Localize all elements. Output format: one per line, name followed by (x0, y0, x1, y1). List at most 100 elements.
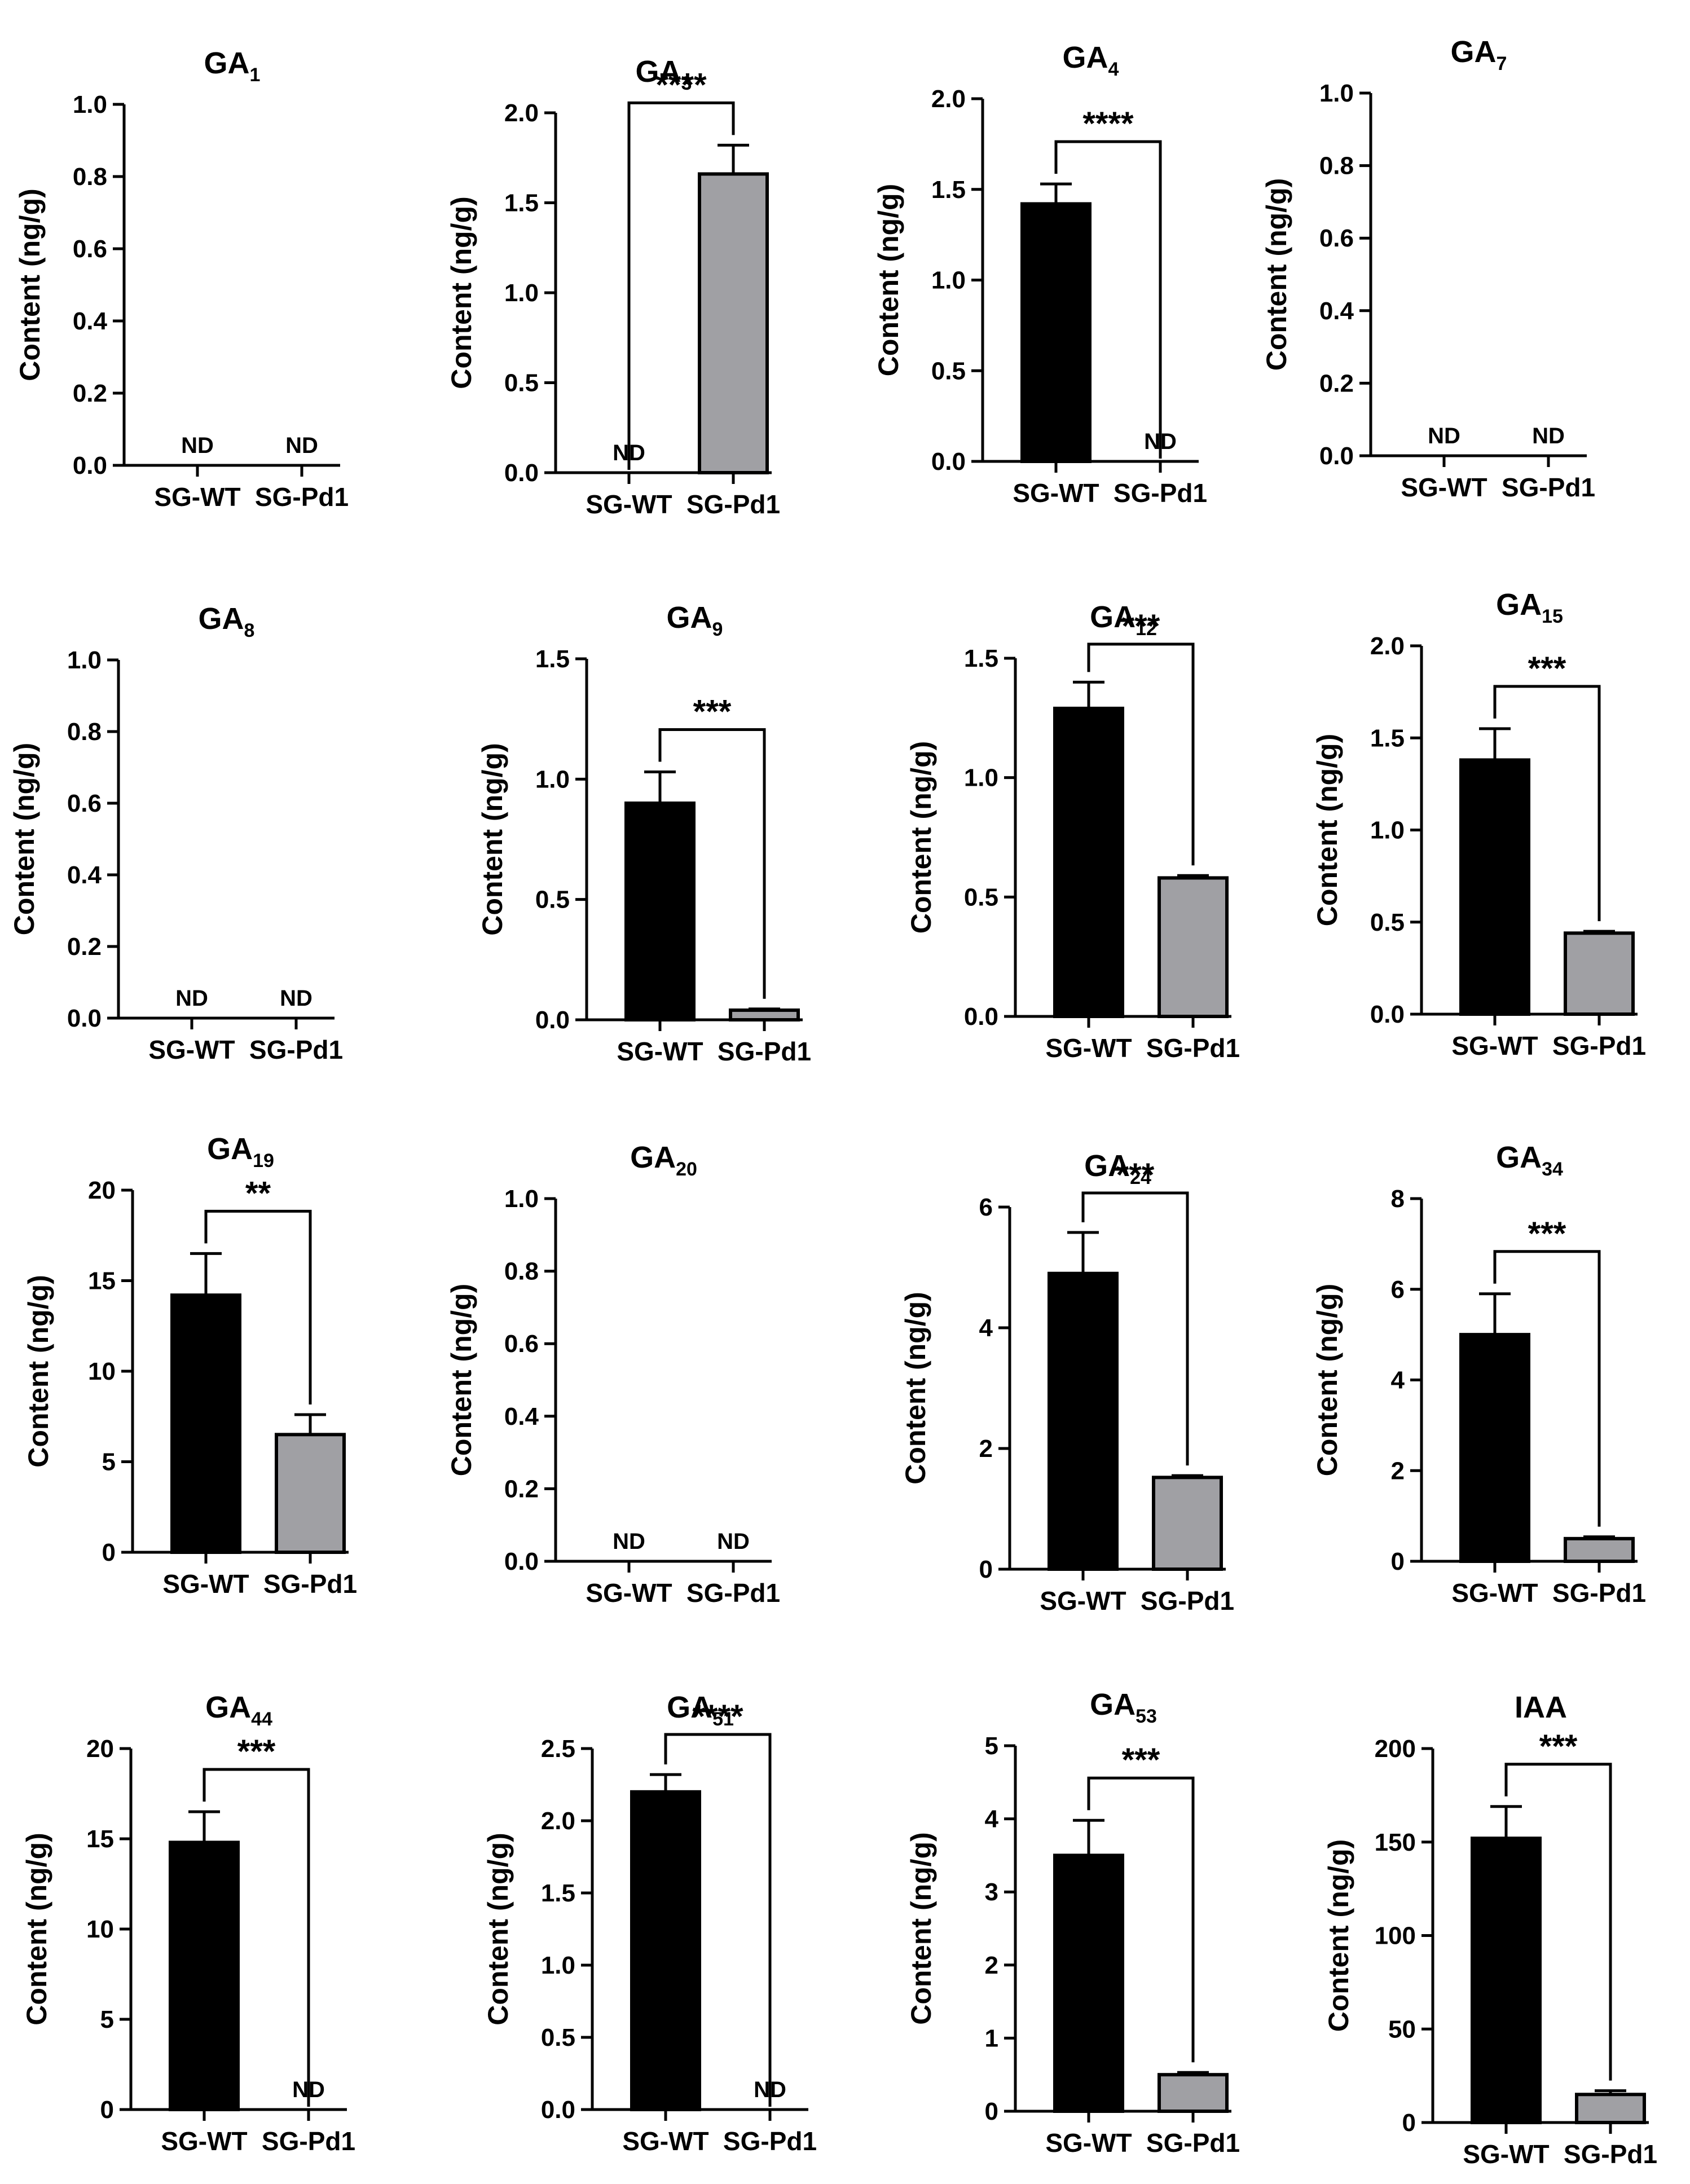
chart-title: GA15 (1496, 588, 1563, 627)
chart-panel-ga7: 0.0 0.2 0.4 0.6 0.8 1.0 Content (ng/g) GA7 SG-WT… (1261, 35, 1595, 502)
bar-sg-wt (1459, 1333, 1530, 1563)
y-tick-label: 0.0 (1370, 1001, 1405, 1028)
y-tick-label: 100 (1375, 1922, 1416, 1950)
y-tick-label: 0.0 (73, 452, 107, 479)
nd-label: ND (1428, 424, 1460, 448)
y-tick-label: 0.5 (931, 357, 966, 385)
y-tick-label: 1 (985, 2024, 998, 2052)
chart-title: GA3 (636, 55, 692, 94)
y-tick-label: 1.0 (931, 267, 966, 294)
chart-panel-ga4: 0.0 0.5 1.0 1.5 2.0 Content (ng/g) GA4 SG-WT SG-… (873, 41, 1207, 508)
significance-bracket (1504, 1763, 1612, 2081)
x-category-label: SG-Pd1 (1141, 1586, 1234, 1615)
x-category-label: SG-Pd1 (255, 482, 349, 512)
y-tick-label: 1.5 (541, 1879, 575, 1907)
y-tick-label: 1.5 (504, 190, 539, 217)
bar-sg-wt (1048, 1271, 1119, 1571)
y-tick-label: 1.0 (67, 646, 102, 674)
y-tick-label: 10 (88, 1358, 116, 1385)
chart-title: GA24 (1084, 1149, 1151, 1188)
chart-title: GA8 (199, 602, 255, 641)
bar-sg-wt (1020, 202, 1092, 463)
y-tick-label: 2.0 (1370, 632, 1405, 660)
y-tick-label: 1.0 (964, 764, 998, 792)
y-tick-label: 0.8 (67, 718, 102, 746)
y-tick-label: 4 (1391, 1367, 1405, 1394)
y-tick-label: 0.0 (67, 1005, 102, 1032)
y-tick-label: 5 (100, 2006, 114, 2033)
y-tick-label: 0.6 (67, 790, 102, 817)
x-category-label: SG-WT (586, 1578, 672, 1608)
chart-title: GA12 (1090, 600, 1157, 640)
chart-title: GA19 (207, 1132, 274, 1172)
y-tick-label: 15 (86, 1825, 114, 1853)
y-tick-label: 2.0 (931, 85, 966, 113)
significance-stars: **** (1082, 105, 1134, 142)
chart-title: GA1 (204, 46, 261, 86)
chart-title: GA34 (1496, 1141, 1563, 1180)
x-category-label: SG-WT (154, 482, 240, 512)
x-category-label: SG-Pd1 (1146, 2128, 1240, 2157)
significance-bracket (658, 728, 766, 999)
y-axis-label: Content (ng/g) (8, 743, 40, 936)
x-category-label: SG-WT (586, 490, 672, 519)
y-tick-label: 2 (1391, 1457, 1405, 1485)
x-category-label: SG-WT (1045, 1033, 1132, 1063)
chart-panel-iaa: 0 50 100 150 200 Content (ng/g) IAA SG-WT SG-Pd1… (1323, 1690, 1657, 2169)
bar-sg-pd1 (1152, 1476, 1223, 1571)
x-category-label: SG-Pd1 (686, 1578, 780, 1608)
x-category-label: SG-WT (1013, 478, 1099, 508)
significance-bracket (627, 101, 735, 470)
y-tick-label: 8 (1391, 1185, 1405, 1213)
y-tick-label: 0.2 (1319, 369, 1354, 397)
bar-sg-wt (1459, 758, 1530, 1016)
y-tick-label: 0.0 (535, 1006, 570, 1034)
y-tick-label: 1.5 (1370, 724, 1405, 752)
significance-stars: *** (1528, 1216, 1566, 1252)
y-tick-label: 20 (88, 1177, 116, 1204)
y-tick-label: 0.6 (504, 1330, 539, 1358)
chart-title: GA51 (667, 1690, 734, 1730)
significance-stars: **** (655, 67, 707, 103)
y-axis-label: Content (ng/g) (21, 1833, 52, 2026)
y-tick-label: 10 (86, 1916, 114, 1943)
x-category-label: SG-Pd1 (1114, 478, 1207, 508)
y-tick-label: 0.8 (504, 1258, 539, 1285)
y-tick-label: 1.0 (541, 1952, 575, 1979)
y-tick-label: 0.6 (73, 235, 107, 263)
y-tick-label: 0.2 (67, 933, 102, 961)
y-tick-label: 1.0 (535, 765, 570, 793)
y-tick-label: 0.4 (504, 1403, 539, 1430)
y-tick-label: 1.0 (504, 1185, 539, 1213)
y-tick-label: 2.0 (541, 1807, 575, 1835)
significance-bracket (664, 1733, 772, 2107)
y-axis-label: Content (ng/g) (14, 188, 46, 381)
x-category-label: SG-WT (622, 2126, 708, 2156)
bar-sg-wt (170, 1293, 241, 1554)
bar-sg-pd1 (275, 1433, 346, 1555)
x-category-label: SG-WT (1451, 1578, 1538, 1608)
y-tick-label: 2 (985, 1952, 998, 1979)
y-tick-label: 0.4 (1319, 297, 1354, 325)
y-tick-label: 5 (985, 1732, 998, 1760)
chart-panel-ga20: 0.0 0.2 0.4 0.6 0.8 1.0 Content (ng/g) GA20 SG-W… (446, 1141, 780, 1608)
y-tick-label: 0.8 (1319, 152, 1354, 180)
y-tick-label: 0.5 (964, 883, 998, 911)
x-category-label: SG-WT (162, 1569, 249, 1599)
significance-bracket (1493, 685, 1601, 922)
y-tick-label: 0.5 (541, 2024, 575, 2051)
significance-stars: *** (237, 1733, 276, 1770)
significance-bracket (1087, 1776, 1195, 2063)
chart-panel-ga15: 0.0 0.5 1.0 1.5 2.0 Content (ng/g) GA15 SG-WT SG… (1311, 588, 1646, 1060)
y-tick-label: 3 (985, 1878, 998, 1906)
y-tick-label: 0.0 (504, 1548, 539, 1575)
y-tick-label: 1.0 (1370, 817, 1405, 844)
x-category-label: SG-Pd1 (262, 2126, 355, 2156)
y-axis-label: Content (ng/g) (477, 743, 508, 936)
y-tick-label: 0.2 (73, 380, 107, 407)
y-tick-label: 0.0 (1319, 442, 1354, 470)
y-axis-label: Content (ng/g) (905, 1832, 937, 2025)
chart-title: GA44 (205, 1690, 272, 1730)
y-axis-label: Content (ng/g) (1311, 1284, 1343, 1477)
